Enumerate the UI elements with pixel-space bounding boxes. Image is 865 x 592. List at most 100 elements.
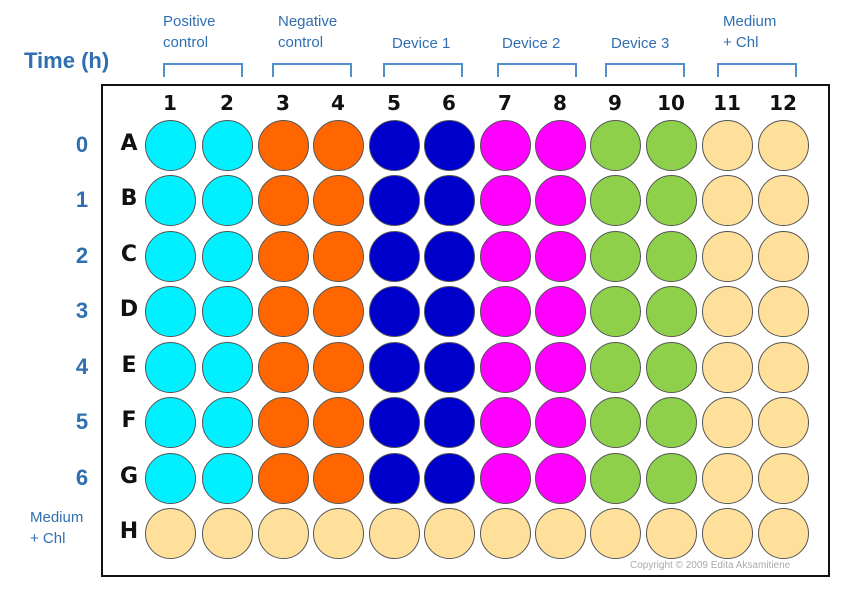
well-A2	[201, 119, 253, 171]
well-C7	[479, 230, 531, 282]
well-B10	[645, 174, 697, 226]
column-number-10: 10	[657, 91, 685, 115]
well-D5	[368, 285, 420, 337]
well-C5	[368, 230, 420, 282]
well-D1	[144, 285, 196, 337]
time-value-2: 2	[75, 243, 89, 268]
row-h-label: Medium + Chl	[30, 509, 84, 547]
column-number-12: 12	[769, 91, 797, 115]
well-E2	[201, 341, 253, 393]
well-C4	[312, 230, 364, 282]
well-B6	[423, 174, 475, 226]
well-C11	[701, 230, 753, 282]
well-H7	[479, 507, 531, 559]
well-E9	[589, 341, 641, 393]
group-label-2: Negative control	[278, 13, 338, 51]
row-letter-G: G	[119, 464, 139, 489]
well-G7	[479, 452, 531, 504]
well-B9	[589, 174, 641, 226]
well-G6	[423, 452, 475, 504]
group-bracket-4	[497, 63, 577, 77]
well-G1	[144, 452, 196, 504]
well-A12	[757, 119, 809, 171]
well-C6	[423, 230, 475, 282]
well-H6	[423, 507, 475, 559]
well-F11	[701, 396, 753, 448]
row-letter-D: D	[119, 297, 139, 322]
well-D3	[257, 285, 309, 337]
row-letter-H: H	[119, 519, 139, 544]
well-A11	[701, 119, 753, 171]
well-A4	[312, 119, 364, 171]
time-value-1: 1	[75, 187, 89, 212]
well-G3	[257, 452, 309, 504]
well-E5	[368, 341, 420, 393]
group-label-1: Positive control	[163, 13, 216, 51]
well-B1	[144, 174, 196, 226]
well-C9	[589, 230, 641, 282]
well-F9	[589, 396, 641, 448]
well-G2	[201, 452, 253, 504]
well-B12	[757, 174, 809, 226]
well-B3	[257, 174, 309, 226]
well-B2	[201, 174, 253, 226]
well-D2	[201, 285, 253, 337]
well-E4	[312, 341, 364, 393]
well-B7	[479, 174, 531, 226]
well-D12	[757, 285, 809, 337]
row-letter-C: C	[120, 242, 138, 267]
well-B5	[368, 174, 420, 226]
well-G9	[589, 452, 641, 504]
well-A7	[479, 119, 531, 171]
well-A6	[423, 119, 475, 171]
well-G5	[368, 452, 420, 504]
well-C10	[645, 230, 697, 282]
well-D7	[479, 285, 531, 337]
well-D6	[423, 285, 475, 337]
well-E1	[144, 341, 196, 393]
group-bracket-2	[272, 63, 352, 77]
well-H2	[201, 507, 253, 559]
well-D8	[534, 285, 586, 337]
well-D11	[701, 285, 753, 337]
well-D10	[645, 285, 697, 337]
row-letter-E: E	[121, 353, 137, 378]
well-D4	[312, 285, 364, 337]
well-F2	[201, 396, 253, 448]
well-C8	[534, 230, 586, 282]
well-C1	[144, 230, 196, 282]
time-title: Time (h)	[24, 48, 110, 73]
well-F8	[534, 396, 586, 448]
well-A10	[645, 119, 697, 171]
time-value-3: 3	[75, 298, 89, 323]
well-A9	[589, 119, 641, 171]
row-letter-B: B	[120, 186, 138, 211]
well-H10	[645, 507, 697, 559]
well-E10	[645, 341, 697, 393]
group-label-3: Device 1	[392, 35, 451, 52]
group-bracket-6	[717, 63, 797, 77]
time-value-5: 5	[75, 409, 89, 434]
well-G8	[534, 452, 586, 504]
well-C3	[257, 230, 309, 282]
well-E3	[257, 341, 309, 393]
time-value-0: 0	[75, 132, 89, 157]
well-D9	[589, 285, 641, 337]
well-A1	[144, 119, 196, 171]
well-F6	[423, 396, 475, 448]
well-G4	[312, 452, 364, 504]
well-G10	[645, 452, 697, 504]
well-H3	[257, 507, 309, 559]
well-H1	[144, 507, 196, 559]
column-number-9: 9	[608, 91, 622, 115]
well-H4	[312, 507, 364, 559]
group-label-4: Device 2	[502, 35, 561, 52]
well-F12	[757, 396, 809, 448]
column-number-11: 11	[713, 91, 741, 115]
row-letter-F: F	[121, 408, 137, 433]
group-bracket-1	[163, 63, 243, 77]
column-number-7: 7	[498, 91, 512, 115]
well-H9	[589, 507, 641, 559]
well-B11	[701, 174, 753, 226]
well-E6	[423, 341, 475, 393]
